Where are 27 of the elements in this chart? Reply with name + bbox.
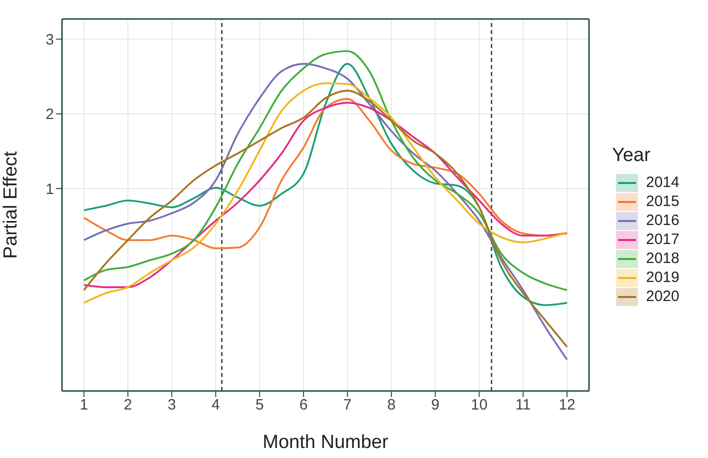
x-tick-label: 3 [168,396,176,414]
y-tick-label: 1 [46,180,54,198]
x-tick-label: 1 [80,396,88,414]
x-tick-label: 2 [124,396,132,414]
x-tick-label: 8 [387,396,396,414]
y-axis-title: Partial Effect [0,150,22,259]
x-tick-label: 12 [558,396,576,414]
x-tick-label: 11 [515,396,531,414]
x-tick-label: 5 [255,396,264,414]
legend-label: 2017 [646,231,680,248]
legend-label: 2014 [646,174,680,191]
line-series [83,98,568,250]
legend-label: 2016 [646,212,680,229]
legend-title: Year [612,145,652,167]
line-series [83,102,568,288]
x-tick-label: 6 [299,396,308,414]
x-axis-title: Month Number [262,432,389,453]
x-tick-label: 9 [431,396,440,414]
x-tick-label: 4 [212,396,220,414]
y-tick-label: 3 [46,31,54,48]
x-tick-label: 7 [343,396,352,414]
legend-label: 2018 [646,250,680,267]
legend-label: 2015 [646,193,680,210]
y-tick-label: 2 [46,106,54,124]
legend-label: 2020 [646,288,680,305]
x-tick-label: 10 [470,396,488,414]
legend-label: 2019 [646,269,680,286]
